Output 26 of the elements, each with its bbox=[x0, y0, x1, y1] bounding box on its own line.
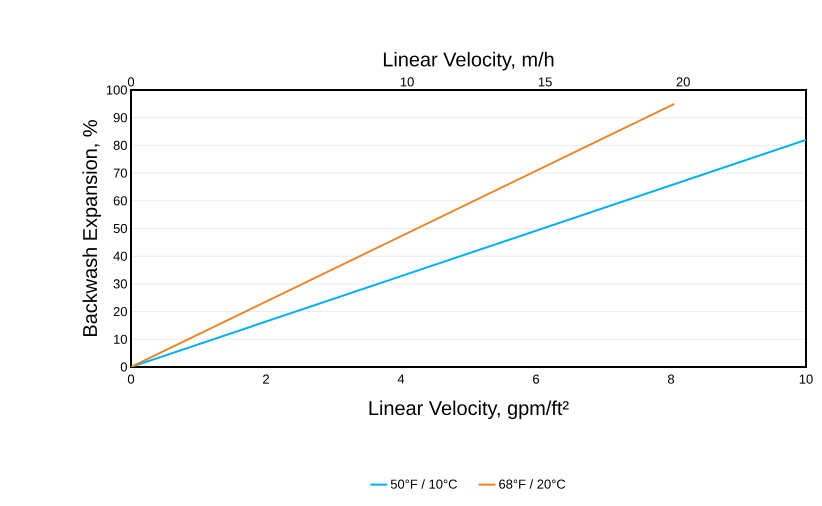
y-tick-label: 0 bbox=[120, 362, 127, 372]
x2-tick-label: 15 bbox=[538, 77, 552, 86]
legend-label: 50°F / 10°C bbox=[390, 479, 458, 489]
y-tick-label: 30 bbox=[114, 279, 127, 288]
x2-tick-label: 20 bbox=[676, 77, 690, 86]
y-tick-label: 90 bbox=[114, 113, 127, 122]
y-tick-label: 10 bbox=[114, 334, 127, 344]
x2-axis-title: Linear Velocity, m/h bbox=[384, 52, 554, 70]
legend-label: 68°F / 20°C bbox=[499, 479, 566, 489]
y-tick-label: 40 bbox=[113, 252, 127, 261]
x-tick-label: 0 bbox=[128, 374, 134, 384]
x-tick-label: 6 bbox=[533, 374, 540, 384]
y-tick-label: 50 bbox=[114, 224, 127, 234]
x-axis-title: Linear Velocity, gpm/ft² bbox=[370, 400, 569, 420]
y-tick-label: 80 bbox=[114, 140, 127, 150]
y-tick-label: 70 bbox=[114, 168, 127, 178]
y-tick-label: 60 bbox=[114, 196, 127, 206]
y-axis-title: Backwash Expansion, % bbox=[82, 120, 102, 336]
x2-tick-label: 0 bbox=[128, 77, 134, 86]
x-tick-label: 10 bbox=[800, 374, 813, 384]
y-tick-label: 100 bbox=[106, 85, 127, 95]
x2-tick-label: 10 bbox=[400, 77, 414, 86]
y-tick-label: 20 bbox=[114, 307, 127, 316]
x-tick-label: 4 bbox=[398, 374, 404, 384]
x-tick-label: 2 bbox=[263, 374, 269, 384]
x-tick-label: 8 bbox=[668, 374, 674, 384]
